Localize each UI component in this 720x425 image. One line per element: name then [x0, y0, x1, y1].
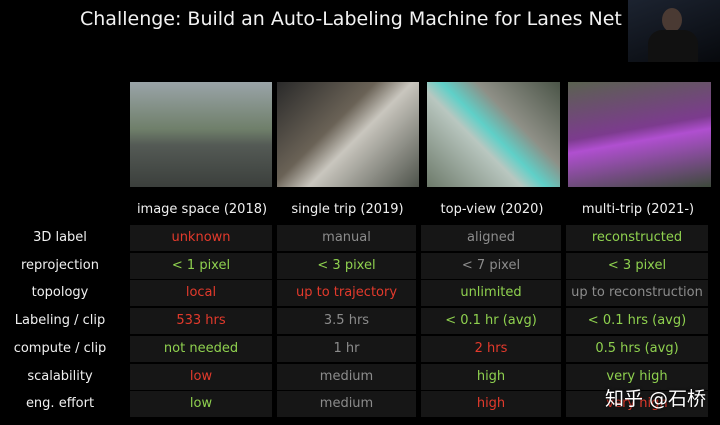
row-label: scalability — [27, 368, 93, 384]
column-header: image space (2018) — [136, 202, 268, 217]
row-label: eng. effort — [25, 396, 95, 412]
row-label: reprojection — [21, 257, 99, 273]
table-cell: low — [130, 391, 272, 418]
row-label: compute / clip — [13, 340, 107, 356]
table-cell: unlimited — [421, 280, 561, 307]
row-label: 3D label — [33, 230, 87, 245]
table-cell: high — [421, 391, 561, 418]
table-cell: unknown — [130, 225, 272, 251]
column-header: multi-trip (2021-) — [581, 202, 695, 217]
table-cell: < 0.1 hr (avg) — [421, 308, 561, 335]
top-view-photo — [427, 82, 560, 187]
slide-title: Challenge: Build an Auto-Labeling Machin… — [80, 8, 622, 30]
column-header: single trip (2019) — [291, 202, 404, 217]
table-cell: medium — [277, 363, 416, 390]
table-cell: manual — [277, 225, 416, 251]
table-cell: < 1 pixel — [130, 252, 272, 279]
table-cell: < 3 pixel — [566, 252, 708, 279]
multi-trip-photo — [568, 82, 711, 187]
speaker-head — [662, 8, 682, 32]
column-header: top-view (2020) — [440, 202, 544, 217]
table-cell: aligned — [421, 225, 561, 251]
watermark: 知乎 @石桥 — [604, 388, 706, 410]
table-cell: up to trajectory — [277, 280, 416, 307]
table-cell: very high — [566, 363, 708, 390]
table-cell: < 0.1 hrs (avg) — [566, 308, 708, 335]
speaker-video — [628, 0, 720, 62]
single-trip-photo — [277, 82, 419, 187]
table-cell: 0.5 hrs (avg) — [566, 335, 708, 362]
table-cell: medium — [277, 391, 416, 418]
image-space-photo — [130, 82, 272, 187]
speaker-body — [648, 30, 698, 62]
table-cell: 3.5 hrs — [277, 308, 416, 335]
table-cell: < 7 pixel — [421, 252, 561, 279]
row-label: Labeling / clip — [14, 313, 106, 329]
table-cell: 2 hrs — [421, 335, 561, 362]
table-cell: low — [130, 363, 272, 390]
table-cell: reconstructed — [566, 225, 708, 251]
table-cell: very high — [566, 391, 708, 418]
table-cell: < 3 pixel — [277, 252, 416, 279]
table-cell: 533 hrs — [130, 308, 272, 335]
row-label: topology — [31, 285, 89, 301]
table-cell: 1 hr — [277, 335, 416, 362]
table-cell: up to reconstruction — [566, 280, 708, 307]
table-cell: local — [130, 280, 272, 307]
table-cell: high — [421, 363, 561, 390]
table-cell: not needed — [130, 335, 272, 362]
